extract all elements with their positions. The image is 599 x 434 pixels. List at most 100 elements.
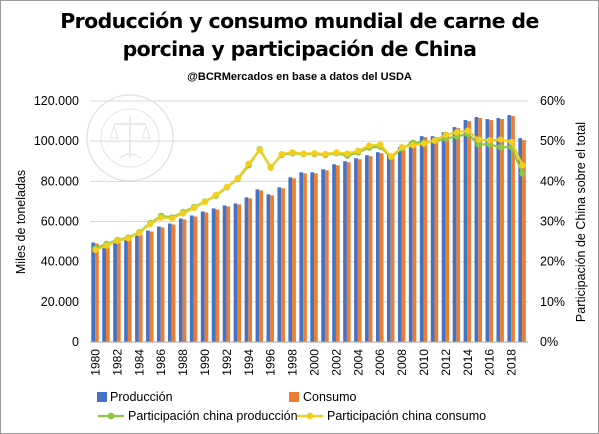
bar-consumo [379, 153, 384, 342]
marker-participacion-consumo [475, 136, 482, 143]
bar-consumo [401, 148, 406, 342]
y-right-tick-label: 60% [540, 94, 565, 108]
legend-marker-participacion-produccion [107, 412, 115, 420]
marker-participacion-consumo [464, 127, 471, 134]
bar-produccion [167, 223, 172, 342]
bar-produccion [124, 237, 128, 342]
marker-participacion-consumo [278, 150, 285, 158]
line-participacion-consumo [95, 129, 524, 252]
bar-produccion [178, 218, 183, 342]
y-right-axis-title: Participación de China sobre el total [574, 122, 588, 322]
x-tick-label: 2002 [329, 349, 343, 376]
x-tick-label: 1992 [220, 349, 234, 376]
marker-participacion-consumo [267, 164, 274, 171]
bar-consumo [314, 173, 318, 342]
marker-participacion-consumo [179, 210, 187, 217]
bar-produccion [321, 169, 325, 342]
y-left-tick-label: 20.000 [41, 295, 79, 309]
marker-participacion-consumo [344, 150, 351, 157]
legend-label-produccion: Producción [110, 390, 173, 404]
marker-participacion-consumo [355, 147, 362, 155]
marker-participacion-consumo [190, 204, 198, 212]
bar-produccion [233, 203, 238, 342]
marker-participacion-consumo [300, 150, 307, 157]
bar-produccion [146, 230, 150, 342]
marker-participacion-produccion [519, 170, 526, 177]
x-tick-label: 2000 [307, 349, 321, 376]
legend-swatch-produccion [97, 392, 107, 402]
chart-title-line-2: porcina y participación de China [122, 37, 477, 61]
bar-produccion [288, 177, 293, 342]
bar-consumo [324, 170, 329, 342]
bar-produccion [518, 138, 523, 342]
bar-consumo [292, 178, 296, 342]
legend-swatch-consumo [289, 392, 299, 402]
marker-participacion-consumo [245, 160, 252, 167]
bar-consumo [116, 241, 121, 342]
bar-produccion [244, 197, 249, 342]
bar-produccion [397, 147, 402, 342]
marker-participacion-consumo [387, 153, 395, 160]
legend-marker-participacion-consumo [306, 412, 314, 420]
bar-consumo [281, 188, 285, 342]
bar-produccion [332, 164, 336, 342]
y-right-tick-label: 10% [540, 295, 565, 309]
bar-produccion [441, 132, 446, 342]
bar-consumo [467, 121, 472, 342]
x-tick-label: 1998 [286, 349, 300, 376]
x-tick-label: 1988 [176, 349, 190, 376]
bar-produccion [200, 211, 205, 342]
marker-participacion-consumo [409, 141, 417, 149]
bar-produccion [299, 172, 304, 342]
bar-produccion [507, 115, 512, 342]
y-right-tick-label: 0% [540, 335, 558, 349]
legend-label-participacion-consumo: Participación china consumo [327, 409, 486, 423]
bar-consumo [95, 243, 99, 342]
y-left-axis-title: Miles de toneladas [14, 170, 28, 274]
marker-participacion-consumo [223, 183, 231, 191]
marker-participacion-consumo [114, 237, 121, 244]
bar-consumo [357, 159, 362, 342]
bar-consumo [259, 190, 264, 342]
y-right-tick-label: 30% [540, 215, 565, 229]
y-left-tick-label: 60.000 [41, 215, 79, 229]
marker-participacion-consumo [212, 191, 220, 199]
bar-consumo [204, 212, 209, 342]
bar-consumo [226, 206, 231, 342]
marker-participacion-consumo [431, 137, 439, 144]
marker-participacion-consumo [125, 235, 132, 242]
bar-consumo [478, 118, 483, 342]
bar-produccion [496, 118, 501, 342]
y-left-tick-label: 0 [72, 335, 79, 349]
bar-produccion [343, 161, 347, 342]
bar-produccion [222, 205, 227, 342]
x-tick-label: 1994 [242, 349, 256, 376]
x-tick-label: 2010 [417, 349, 431, 376]
bar-consumo [445, 133, 450, 342]
bar-produccion [376, 152, 380, 342]
bar-consumo [368, 156, 373, 342]
y-left-tick-label: 80.000 [41, 174, 79, 188]
bar-produccion [310, 172, 315, 342]
bar-consumo [105, 245, 110, 342]
x-tick-label: 1996 [264, 349, 278, 376]
y-left-tick-label: 120.000 [34, 94, 79, 108]
bar-produccion [452, 127, 457, 342]
marker-participacion-consumo [398, 143, 406, 151]
marker-participacion-consumo [103, 242, 110, 249]
marker-participacion-consumo [147, 220, 154, 228]
y-left-tick-label: 40.000 [41, 255, 79, 269]
bar-produccion [255, 189, 260, 342]
marker-participacion-consumo [289, 149, 296, 156]
bar-produccion [430, 136, 435, 342]
chart-title-line-1: Producción y consumo mundial de carne de [60, 9, 539, 33]
marker-participacion-consumo [519, 162, 526, 169]
bar-consumo [346, 162, 351, 342]
bar-consumo [390, 155, 395, 342]
marker-participacion-consumo [508, 138, 515, 146]
watermark-seal [86, 94, 174, 182]
bar-consumo [193, 216, 198, 342]
x-tick-label: 2008 [395, 349, 409, 376]
marker-participacion-produccion [497, 143, 504, 151]
